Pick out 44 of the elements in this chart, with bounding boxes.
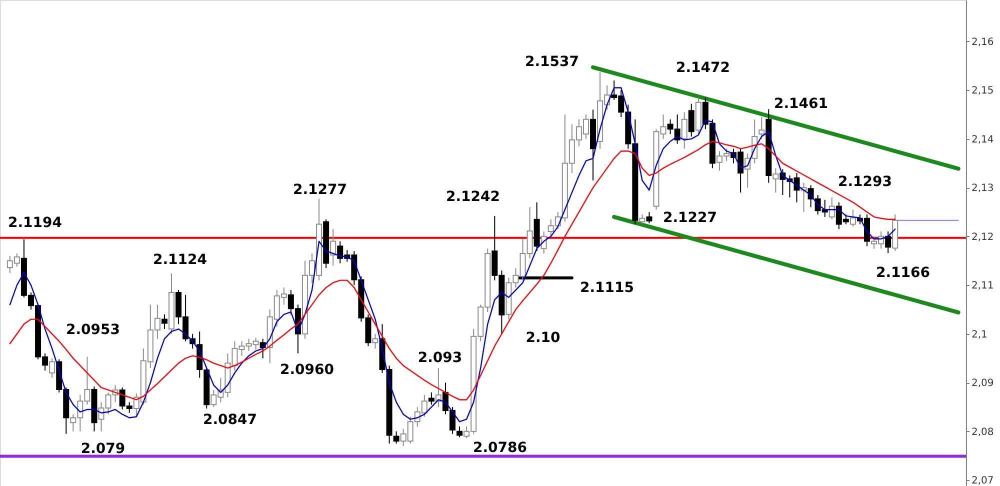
y-tick-label: 2,12 <box>972 232 994 243</box>
annotation: 2.10 <box>526 330 561 346</box>
candlestick <box>885 231 892 254</box>
annotation: 2.1227 <box>662 210 718 226</box>
annotation: 2.0960 <box>280 362 334 378</box>
annotation: 2.1115 <box>580 280 634 296</box>
y-tick-label: 2,09 <box>972 378 994 390</box>
candlestick <box>393 430 400 444</box>
y-tick-label: 2,08 <box>972 426 994 438</box>
annotation: 2.0953 <box>66 322 120 338</box>
annotation: 2.0786 <box>472 440 528 456</box>
candlestick <box>49 358 56 378</box>
candlestick <box>161 314 168 330</box>
annotation: 2.093 <box>418 350 462 366</box>
candlestick <box>772 168 779 194</box>
annotation: 2.1537 <box>524 54 580 70</box>
annotation: 2.1472 <box>676 60 730 76</box>
candlestick <box>428 392 434 406</box>
candlestick <box>639 214 646 225</box>
y-tick-label: 2,1 <box>972 329 988 340</box>
candlestick <box>850 209 856 228</box>
candlestick <box>758 116 765 140</box>
annotation: 2.1277 <box>292 182 348 198</box>
candlestick <box>828 196 835 220</box>
candlestick <box>372 333 378 350</box>
annotation: 2.1461 <box>774 96 828 112</box>
candlestick <box>646 212 652 224</box>
annotation: 2.0847 <box>202 412 258 428</box>
annotation: 2.1166 <box>876 265 930 281</box>
candlestick <box>330 228 336 266</box>
annotation: 2.1124 <box>152 252 208 268</box>
y-tick-label: 2,15 <box>972 86 994 97</box>
y-tick-label: 2,14 <box>972 134 994 146</box>
y-tick-label: 2,07 <box>972 476 994 486</box>
y-tick-label: 2,16 <box>972 36 994 48</box>
candlestick <box>456 426 463 438</box>
candlestick <box>681 112 688 150</box>
y-tick-label: 2,13 <box>972 183 994 194</box>
candlestick <box>688 103 694 137</box>
y-tick-label: 2,11 <box>972 280 994 292</box>
annotation: 2.079 <box>80 441 126 457</box>
annotation: 2.1293 <box>838 174 892 190</box>
annotation: 2.1242 <box>446 189 500 205</box>
annotation: 2.1194 <box>8 215 62 231</box>
